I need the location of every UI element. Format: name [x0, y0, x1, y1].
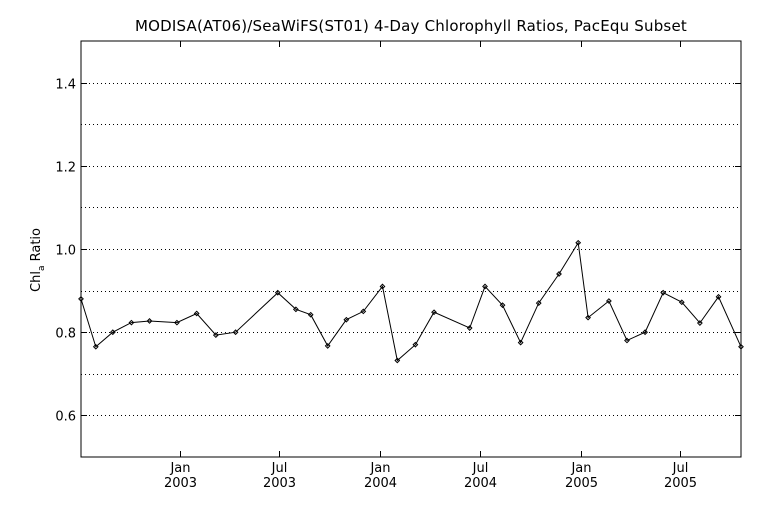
data-point: [556, 271, 562, 277]
data-point: [307, 311, 314, 318]
x-axis: Jan2003Jul2003Jan2004Jul2004Jan2005Jul20…: [164, 41, 697, 491]
data-point: [324, 343, 331, 349]
x-tick-label-month: Jul: [271, 461, 288, 476]
x-tick-label-month: Jul: [472, 461, 489, 476]
chart-title: MODISA(AT06)/SeaWiFS(ST01) 4-Day Chlorop…: [135, 17, 687, 35]
data-point: [232, 329, 239, 336]
data-point: [642, 329, 648, 336]
data-point: [575, 239, 582, 246]
x-tick-label-year: 2004: [364, 476, 397, 491]
data-point: [343, 316, 350, 323]
data-point: [128, 319, 135, 326]
data-point: [394, 357, 401, 364]
y-tick-label: 1.0: [55, 244, 76, 259]
y-tick-label: 0.8: [55, 327, 76, 342]
data-point: [92, 343, 99, 350]
x-tick-label-year: 2003: [263, 476, 296, 491]
data-point: [715, 293, 722, 300]
data-point: [605, 298, 612, 304]
data-point: [109, 329, 116, 336]
grid: [81, 83, 741, 416]
y-tick-label: 1.2: [55, 161, 76, 176]
x-tick-label-year: 2004: [464, 476, 497, 491]
data-point: [624, 337, 630, 344]
data-point: [379, 283, 386, 290]
data-point: [431, 309, 437, 316]
data-point: [696, 320, 703, 326]
data-point: [482, 283, 488, 290]
series-line: [80, 241, 742, 362]
x-tick-label-month: Jan: [169, 461, 190, 476]
data-point: [193, 310, 200, 317]
y-tick-label: 1.4: [55, 78, 76, 93]
y-axis-label: Chla Ratio: [29, 228, 47, 292]
data-point: [466, 325, 473, 331]
data-point: [360, 308, 367, 315]
plot-frame: [80, 40, 742, 458]
data-point: [678, 299, 685, 306]
data-point: [146, 318, 153, 324]
y-axis: 0.6 0.8 1.0 1.2 1.4: [55, 78, 741, 425]
data-point: [412, 341, 419, 348]
data-point: [174, 319, 180, 326]
x-tick-label-month: Jan: [570, 461, 591, 476]
data-point: [292, 306, 299, 313]
y-tick-label: 0.6: [55, 410, 76, 425]
data-point: [499, 302, 506, 309]
data-point: [660, 289, 667, 296]
data-point: [517, 339, 524, 346]
x-tick-label-year: 2003: [164, 476, 197, 491]
data-point: [535, 300, 542, 306]
data-point: [274, 289, 281, 296]
x-tick-label-month: Jul: [672, 461, 689, 476]
x-tick-label-year: 2005: [664, 476, 697, 491]
data-point: [585, 314, 591, 321]
x-tick-label-year: 2005: [565, 476, 598, 491]
x-tick-label-month: Jan: [369, 461, 390, 476]
data-series: [78, 239, 744, 364]
data-point: [212, 332, 219, 339]
